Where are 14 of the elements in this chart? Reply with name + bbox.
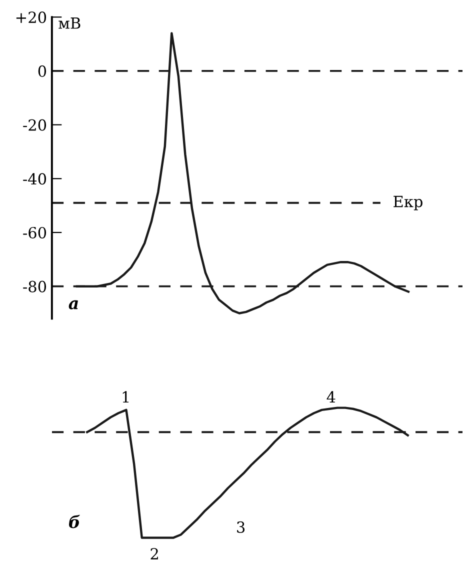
y-axis-title: мВ: [58, 18, 80, 29]
text: б: [68, 514, 80, 528]
y-tick-label: -80: [23, 280, 46, 292]
ref-line-label: Екр: [394, 196, 422, 210]
text: 1: [122, 391, 129, 403]
y-tick-label: -40: [23, 173, 46, 185]
annotation: 3: [237, 521, 245, 533]
y-tick-label: -20: [23, 119, 46, 131]
text: 2: [150, 548, 158, 560]
y-tick-label: -60: [23, 226, 46, 238]
annotation: а: [68, 300, 78, 310]
y-tick-label: 0: [38, 65, 46, 77]
y-tick-label: +20: [16, 12, 46, 24]
text: 4: [326, 391, 336, 403]
